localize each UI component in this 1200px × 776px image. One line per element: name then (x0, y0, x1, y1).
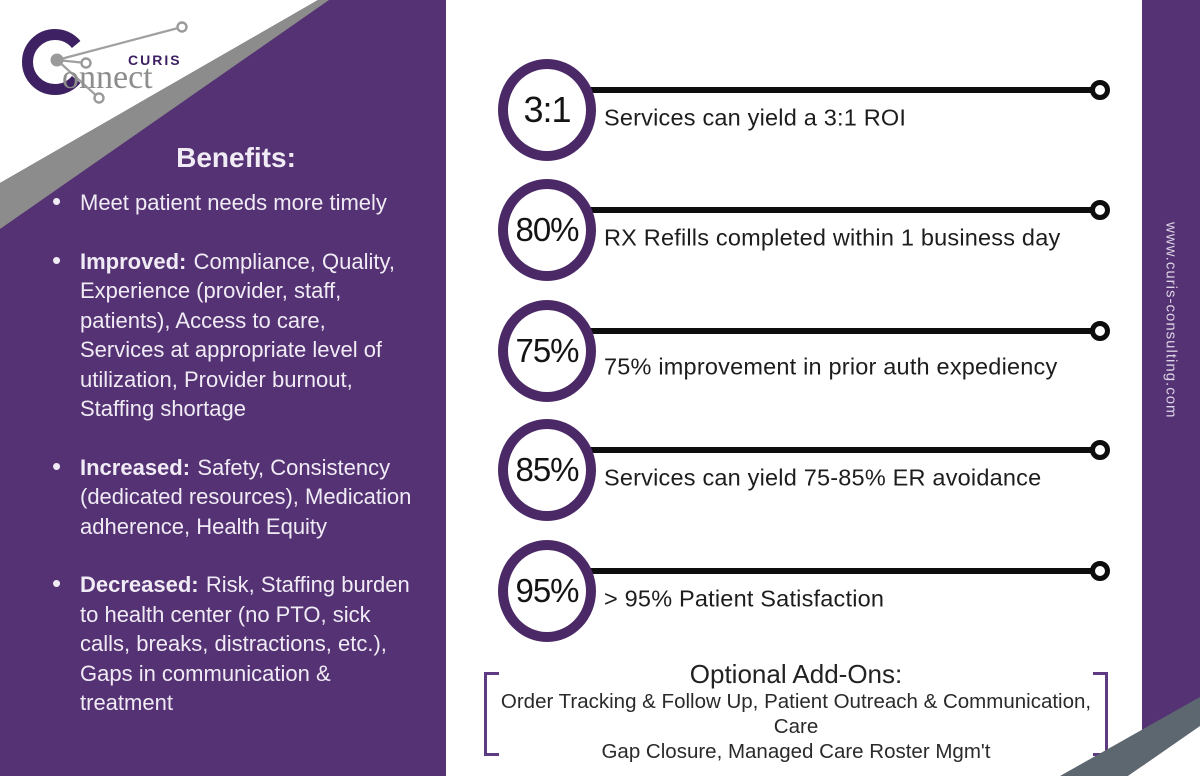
connector-end-ring-icon (1090, 200, 1110, 220)
benefit-text: Compliance, Quality, Experience (provide… (80, 248, 395, 422)
connector-line (588, 568, 1102, 574)
stat-circle: 85% (498, 419, 596, 521)
addons-line: Gap Closure, Managed Care Roster Mgm't (601, 740, 991, 763)
benefit-lead: Decreased: (80, 572, 199, 597)
logo-onnect-text: onnect (62, 59, 153, 96)
logo-node-icon (80, 57, 92, 69)
benefit-lead: Improved: (80, 248, 187, 274)
stat-value: 95% (515, 572, 579, 609)
optional-addons-section: Optional Add-Ons: Order Tracking & Follo… (484, 659, 1108, 764)
right-bracket-icon (1093, 672, 1108, 756)
benefit-text: Safety, Consistency (dedicated resources… (80, 454, 412, 539)
left-bracket-icon (484, 672, 499, 756)
stat-value: 75% (515, 332, 579, 369)
stat-label: > 95% Patient Satisfaction (604, 585, 885, 612)
connector-end-ring-icon (1090, 321, 1110, 341)
stat-label: 75% improvement in prior auth expediency (604, 353, 1058, 380)
connector-end-ring-icon (1090, 561, 1110, 581)
benefit-item: Meet patient needs more timely (46, 187, 412, 218)
curis-connect-logo: CURIS onnect (22, 21, 188, 104)
stat-value: 80% (515, 211, 579, 248)
addons-line: Order Tracking & Follow Up, Patient Outr… (500, 690, 1092, 738)
connector-line (588, 87, 1102, 93)
stat-value: 85% (515, 451, 579, 488)
benefit-text: Meet patient needs more timely (80, 190, 387, 215)
connector-end-ring-icon (1090, 440, 1110, 460)
connector-line (588, 447, 1102, 453)
benefit-item: Increased:Safety, Consistency (dedicated… (46, 452, 412, 542)
addons-title: Optional Add-Ons: (689, 659, 903, 689)
stat-circle: 75% (498, 300, 596, 402)
benefit-item: Decreased:Risk, Staffing burden to healt… (46, 569, 412, 718)
benefits-title: Benefits: (176, 142, 296, 173)
right-accent-strip (1142, 0, 1200, 776)
stat-circle: 95% (498, 540, 596, 642)
logo-c-ring (22, 29, 88, 95)
benefits-section: Benefits: Meet patient needs more timely… (0, 142, 446, 747)
stat-label: RX Refills completed within 1 business d… (604, 224, 1061, 251)
stat-circle: 80% (498, 179, 596, 281)
website-url: www.curis-consulting.com (1162, 221, 1180, 419)
benefit-lead: Increased: (80, 454, 191, 480)
stat-circle: 3:1 (498, 59, 596, 161)
stat-value: 3:1 (523, 89, 571, 130)
benefit-text: Risk, Staffing burden to health center (… (80, 572, 410, 715)
stat-label: Services can yield a 3:1 ROI (604, 104, 907, 131)
connector-end-ring-icon (1090, 80, 1110, 100)
connector-line (588, 328, 1102, 334)
benefit-item: Improved:Compliance, Quality, Experience… (46, 246, 412, 424)
stat-label: Services can yield 75-85% ER avoidance (604, 464, 1042, 491)
logo-node-icon (93, 92, 105, 104)
logo-hub-dot (50, 53, 64, 67)
logo-curis-text: CURIS (128, 52, 182, 68)
logo-node-icon (176, 21, 188, 33)
connector-line (588, 207, 1102, 213)
